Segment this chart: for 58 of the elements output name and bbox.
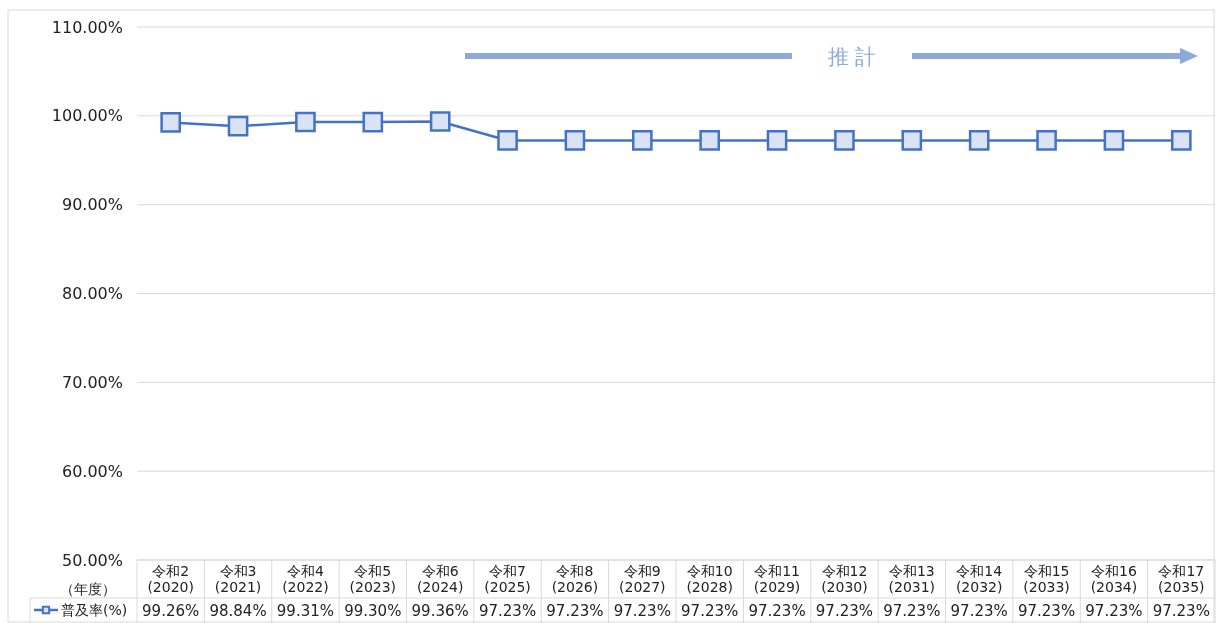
data-label: 97.23%	[478, 602, 537, 620]
x-tick-label: 令和2 (2020)	[147, 563, 194, 595]
data-label: 97.23%	[883, 602, 941, 620]
x-tick-label: 令和7 (2025)	[484, 563, 531, 595]
point	[1170, 130, 1192, 151]
y-tick-label: 60.00%	[61, 461, 123, 481]
y-tick-label: 110.00%	[51, 17, 123, 37]
point	[1103, 130, 1125, 151]
point	[901, 130, 923, 151]
y-tick-label: 80.00%	[61, 284, 123, 304]
point	[295, 111, 316, 133]
point	[631, 130, 653, 151]
point	[227, 115, 249, 137]
point	[1036, 130, 1057, 151]
y-tick-label: 70.00%	[61, 372, 123, 392]
x-tick-label: 令和17 (2035)	[1158, 563, 1205, 595]
x-tick-label: 令和10 (2028)	[686, 563, 733, 595]
data-label: 97.23%	[748, 602, 806, 620]
legend-label: 普及率(%)	[61, 602, 128, 618]
y-tick-label: 100.00%	[51, 106, 123, 126]
x-tick-label: 令和3 (2021)	[214, 563, 262, 595]
point	[564, 130, 586, 151]
point	[362, 111, 384, 133]
x-tick-label: 令和4 (2022)	[282, 563, 329, 595]
y-tick-label: 90.00%	[61, 195, 123, 215]
point	[497, 130, 518, 151]
x-tick-label: 令和8 (2026)	[551, 563, 599, 595]
data-label: 98.84%	[209, 602, 267, 620]
x-tick-label: 令和11 (2029)	[753, 563, 801, 595]
point	[429, 111, 451, 132]
x-tick-label: 令和16 (2034)	[1090, 563, 1138, 595]
x-tick-label: 令和5 (2023)	[349, 563, 397, 595]
data-label: 97.23%	[546, 602, 604, 620]
y-tick-label: 50.00%	[61, 550, 123, 570]
x-tick-label: 令和6 (2024)	[416, 563, 464, 595]
annotation: 推 計	[827, 45, 877, 69]
data-label: 99.30%	[344, 602, 402, 620]
x-axis-title: （年度）	[60, 581, 116, 597]
x-tick-label: 令和9 (2027)	[619, 563, 666, 595]
x-tick-label: 令和12 (2030)	[821, 563, 868, 595]
x-tick-label: 令和13 (2031)	[888, 563, 936, 595]
data-label: 99.26%	[142, 602, 200, 620]
data-label: 97.23%	[1085, 602, 1143, 620]
data-label: 97.23%	[1017, 602, 1076, 620]
data-label: 97.23%	[681, 602, 739, 620]
point	[699, 130, 721, 151]
point	[834, 130, 855, 151]
point	[968, 130, 990, 151]
data-label: 97.23%	[613, 602, 671, 620]
data-label: 97.23%	[1152, 602, 1210, 620]
data-label: 97.23%	[815, 602, 874, 620]
point	[160, 112, 182, 133]
x-tick-label: 令和15 (2033)	[1023, 563, 1070, 595]
point	[766, 130, 788, 151]
data-label: 99.31%	[276, 602, 335, 620]
x-tick-label: 令和14 (2032)	[955, 563, 1003, 595]
data-label: 97.23%	[950, 602, 1008, 620]
data-label: 99.36%	[411, 602, 469, 620]
